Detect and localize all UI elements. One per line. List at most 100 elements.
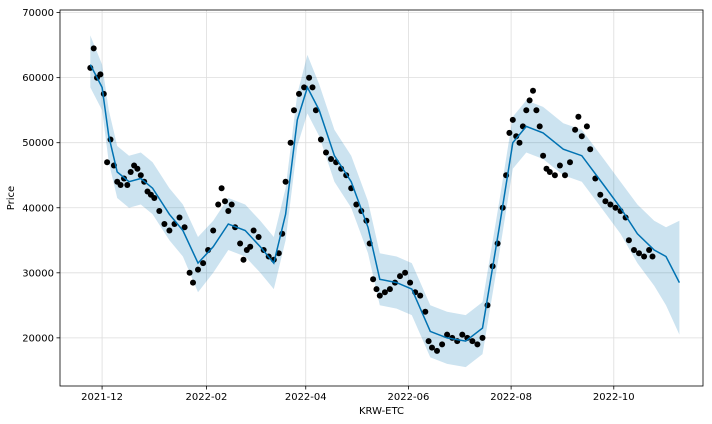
observed-point [402, 269, 409, 276]
observed-point [255, 234, 262, 240]
observed-point [222, 198, 228, 205]
observed-point [429, 344, 435, 351]
y-tick-label: 60000 [22, 73, 54, 84]
observed-point [526, 97, 533, 104]
x-tick-label: 2022-04 [285, 392, 327, 403]
observed-point [376, 292, 383, 299]
observed-point [567, 159, 573, 166]
observed-point [282, 178, 289, 185]
x-axis: 2021-12 2022-02 2022-04 2022-06 2022-08 2022-… [81, 386, 635, 403]
observed-point [186, 269, 193, 276]
observed-point [641, 253, 648, 260]
y-tick-label: 40000 [22, 203, 54, 214]
grid [60, 10, 703, 386]
observed-point [631, 247, 637, 253]
observed-point [583, 123, 590, 130]
y-tick-label: 70000 [22, 8, 54, 19]
observed-point [309, 84, 316, 91]
observed-point [649, 253, 656, 260]
observed-point [551, 172, 558, 179]
observed-point [215, 201, 222, 208]
observed-points [87, 45, 656, 354]
observed-point [228, 201, 235, 208]
x-tick-label: 2022-10 [593, 392, 635, 403]
plot-area [60, 10, 703, 386]
observed-point [134, 165, 141, 172]
observed-point [602, 198, 609, 205]
observed-point [166, 227, 173, 234]
x-tick-label: 2022-06 [388, 392, 430, 403]
plot-background [60, 10, 703, 386]
observed-point [195, 266, 201, 273]
forecast-line-group [89, 64, 681, 342]
observed-point [607, 201, 614, 208]
observed-point [137, 172, 144, 179]
observed-point [597, 191, 604, 198]
observed-point [397, 273, 403, 280]
y-tick-label: 20000 [22, 333, 54, 344]
uncertainty-band [90, 35, 680, 368]
observed-point [434, 347, 440, 354]
observed-point [373, 286, 380, 293]
observed-point [587, 146, 594, 153]
observed-point [127, 169, 134, 175]
observed-point [151, 195, 158, 201]
observed-point [225, 208, 232, 214]
observed-point [439, 341, 446, 348]
observed-point [104, 159, 111, 166]
observed-point [417, 292, 424, 299]
observed-point [562, 172, 568, 179]
observed-point [176, 214, 183, 221]
y-axis-label: Price [6, 186, 17, 210]
observed-point [444, 331, 451, 338]
x-tick-label: 2022-08 [490, 392, 532, 403]
observed-point [479, 334, 486, 341]
plot-frame [59, 9, 704, 387]
observed-point [530, 87, 536, 94]
x-tick-label: 2022-02 [186, 392, 228, 403]
y-axis: 20000 30000 40000 50000 60000 70000 [22, 8, 60, 344]
observed-point [124, 182, 131, 188]
observed-point [575, 113, 582, 120]
observed-point [646, 247, 653, 253]
observed-point [612, 204, 619, 211]
observed-point [287, 139, 294, 146]
observed-point [509, 116, 516, 123]
observed-point [328, 156, 334, 162]
observed-point [636, 250, 642, 257]
observed-point [97, 71, 104, 78]
observed-point [523, 107, 530, 114]
observed-point [301, 84, 308, 91]
y-tick-label: 50000 [22, 138, 54, 149]
observed-point [323, 149, 329, 156]
observed-point [181, 224, 188, 231]
observed-point [190, 279, 196, 286]
observed-point [247, 243, 254, 250]
observed-point [572, 126, 579, 133]
x-axis-label: KRW-ETC [359, 406, 404, 417]
observed-point [370, 276, 377, 283]
observed-point [625, 237, 632, 244]
observed-point [306, 74, 313, 81]
observed-point [161, 221, 168, 227]
observed-point [386, 286, 393, 293]
observed-point [218, 185, 225, 192]
observed-point [556, 162, 563, 169]
x-tick-label: 2021-12 [81, 392, 123, 403]
observed-point [546, 169, 553, 175]
observed-point [381, 289, 388, 296]
observed-point [536, 123, 543, 130]
forecast-line [89, 64, 681, 342]
observed-point [474, 341, 481, 348]
observed-point [237, 240, 244, 247]
observed-point [469, 338, 476, 345]
observed-point [533, 107, 540, 114]
observed-point [117, 182, 124, 188]
observed-point [422, 308, 429, 315]
observed-point [540, 152, 547, 159]
observed-point [210, 227, 217, 234]
observed-point [516, 139, 523, 146]
observed-point [506, 129, 513, 136]
observed-point [312, 107, 319, 114]
